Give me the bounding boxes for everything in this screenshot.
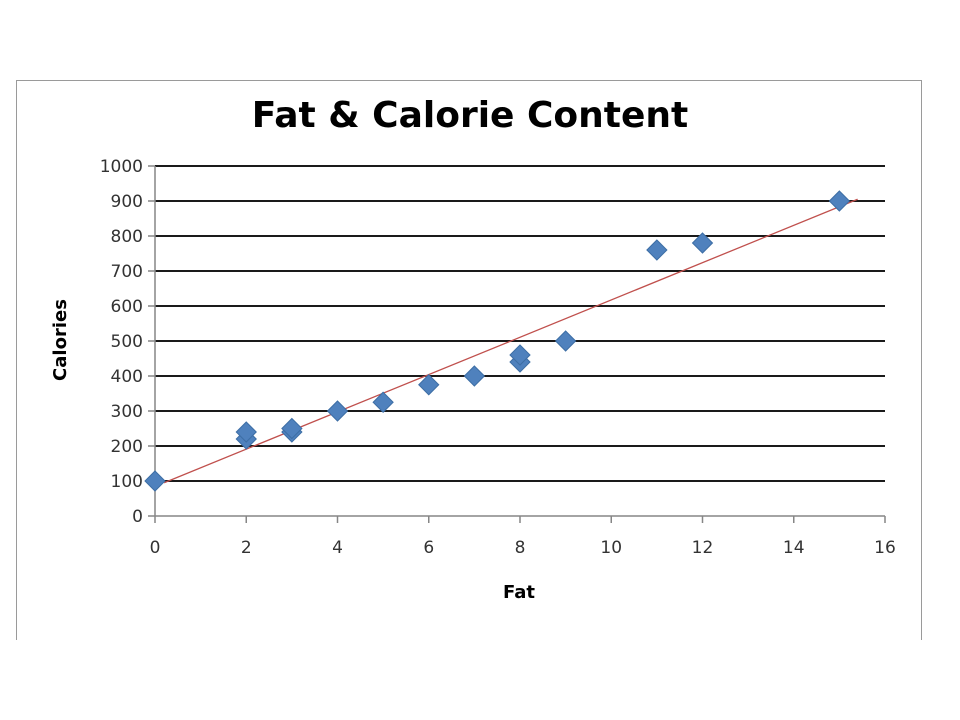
data-point xyxy=(326,400,349,422)
y-tick-labels: 0 100 200 300 400 500 600 700 800 900 1000 xyxy=(100,157,143,527)
x-tick-label: 2 xyxy=(241,538,252,558)
y-tick-label: 800 xyxy=(111,227,143,247)
data-point xyxy=(418,374,440,396)
x-tick-label: 12 xyxy=(692,538,714,558)
data-point xyxy=(554,330,577,352)
y-tick-label: 900 xyxy=(111,192,143,212)
x-tick-labels: 0 2 4 6 8 10 12 14 16 xyxy=(150,538,896,558)
x-axis-title: Fat xyxy=(503,582,535,603)
y-tick-label: 500 xyxy=(111,332,143,352)
data-point xyxy=(691,232,714,254)
data-point xyxy=(372,391,394,413)
trendline-layer xyxy=(163,198,858,484)
x-tick-label: 10 xyxy=(600,538,622,558)
y-tick-label: 1000 xyxy=(100,157,143,177)
y-tick-label: 0 xyxy=(132,507,143,527)
x-tick-label: 6 xyxy=(423,538,434,558)
data-point xyxy=(509,344,531,366)
data-point xyxy=(144,470,166,492)
data-point xyxy=(646,239,668,261)
data-point xyxy=(463,365,486,387)
y-tick-label: 400 xyxy=(111,367,143,387)
x-tick-label: 4 xyxy=(332,538,343,558)
data-point xyxy=(235,421,257,443)
x-tick-label: 0 xyxy=(150,538,161,558)
trendline xyxy=(163,198,858,484)
y-tick-label: 700 xyxy=(111,262,143,282)
data-point xyxy=(828,190,851,212)
x-tick-label: 14 xyxy=(783,538,805,558)
data-point xyxy=(281,417,303,440)
chart-frame: Fat & Calorie Content 0 100 200 300 400 500 60… xyxy=(16,80,922,640)
scatter-chart: Fat & Calorie Content 010020030040050060… xyxy=(50,95,896,603)
y-tick-label: 300 xyxy=(111,402,143,422)
x-tick-label: 16 xyxy=(874,538,896,558)
y-tick-label: 600 xyxy=(111,297,143,317)
axes xyxy=(148,165,886,523)
y-axis-title: Calories xyxy=(50,299,71,381)
y-tick-label: 100 xyxy=(111,472,143,492)
x-tick-label: 8 xyxy=(515,538,526,558)
y-tick-label: 200 xyxy=(111,437,143,457)
data-points xyxy=(144,190,851,492)
chart-title: Fat & Calorie Content xyxy=(252,95,689,136)
gridlines xyxy=(155,165,885,482)
